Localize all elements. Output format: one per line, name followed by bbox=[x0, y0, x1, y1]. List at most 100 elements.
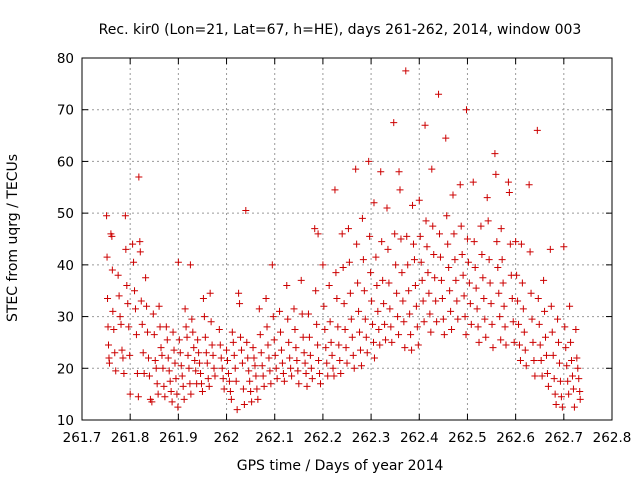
data-point bbox=[355, 307, 363, 315]
data-point bbox=[239, 385, 247, 393]
data-point bbox=[299, 333, 307, 341]
data-point bbox=[211, 372, 219, 380]
data-point bbox=[451, 256, 459, 264]
y-tick-label: 30 bbox=[57, 310, 74, 326]
plot-frame bbox=[81, 57, 613, 421]
data-point bbox=[228, 328, 236, 336]
data-point bbox=[268, 261, 276, 269]
data-point bbox=[504, 178, 512, 186]
data-point bbox=[538, 372, 546, 380]
data-point bbox=[227, 395, 235, 403]
data-point bbox=[187, 390, 195, 398]
data-point bbox=[546, 245, 554, 253]
data-point bbox=[298, 310, 306, 318]
data-point bbox=[121, 212, 129, 220]
data-point bbox=[136, 238, 144, 246]
data-point bbox=[207, 318, 215, 326]
data-point bbox=[493, 238, 501, 246]
data-point bbox=[516, 357, 524, 365]
data-point bbox=[325, 282, 333, 290]
data-point bbox=[103, 253, 111, 261]
data-point bbox=[433, 318, 441, 326]
data-point bbox=[570, 403, 578, 411]
data-point bbox=[469, 178, 477, 186]
x-tick-label: 262.1 bbox=[255, 430, 294, 446]
data-point bbox=[353, 240, 361, 248]
data-point bbox=[199, 294, 207, 302]
data-point bbox=[477, 222, 485, 230]
data-point bbox=[276, 307, 284, 315]
data-point bbox=[337, 369, 345, 377]
data-point bbox=[373, 282, 381, 290]
data-point bbox=[548, 328, 556, 336]
data-point bbox=[459, 271, 467, 279]
data-point bbox=[489, 344, 497, 352]
data-point bbox=[144, 354, 152, 362]
data-point bbox=[457, 222, 465, 230]
data-point bbox=[485, 256, 493, 264]
data-point bbox=[419, 297, 427, 305]
data-point bbox=[182, 323, 190, 331]
data-point bbox=[372, 253, 380, 261]
data-point bbox=[162, 323, 170, 331]
data-point bbox=[492, 170, 500, 178]
data-point bbox=[283, 282, 291, 290]
x-tick-label: 262 bbox=[214, 430, 240, 446]
data-point bbox=[320, 302, 328, 310]
data-point bbox=[497, 225, 505, 233]
data-point bbox=[294, 367, 302, 375]
data-point bbox=[155, 302, 163, 310]
data-point bbox=[205, 382, 213, 390]
data-point bbox=[112, 367, 120, 375]
data-point bbox=[181, 305, 189, 313]
data-point bbox=[386, 305, 394, 313]
x-tick-label: 262.3 bbox=[352, 430, 391, 446]
x-tick-label: 262.7 bbox=[544, 430, 583, 446]
data-point bbox=[474, 323, 482, 331]
data-point bbox=[530, 357, 538, 365]
data-point bbox=[108, 266, 116, 274]
x-axis-title: GPS time / Days of year 2014 bbox=[237, 458, 444, 474]
data-point bbox=[138, 320, 146, 328]
data-point bbox=[393, 289, 401, 297]
data-point bbox=[472, 284, 480, 292]
y-axis-title: STEC from uqrg / TECUs bbox=[5, 154, 21, 322]
data-point bbox=[328, 351, 336, 359]
data-point bbox=[223, 346, 231, 354]
data-point bbox=[163, 336, 171, 344]
data-point bbox=[185, 364, 193, 372]
data-point bbox=[209, 351, 217, 359]
data-point bbox=[508, 294, 516, 302]
data-point bbox=[568, 372, 576, 380]
data-point bbox=[410, 256, 418, 264]
data-point bbox=[122, 245, 130, 253]
data-point bbox=[426, 310, 434, 318]
data-point bbox=[186, 261, 194, 269]
data-point bbox=[358, 214, 366, 222]
data-point bbox=[194, 336, 202, 344]
data-point bbox=[359, 256, 367, 264]
data-point bbox=[557, 393, 565, 401]
data-point bbox=[392, 261, 400, 269]
data-point bbox=[272, 364, 280, 372]
data-point bbox=[245, 367, 253, 375]
data-point bbox=[196, 359, 204, 367]
data-point bbox=[560, 243, 568, 251]
data-point bbox=[415, 196, 423, 204]
data-point bbox=[522, 362, 530, 370]
data-point bbox=[567, 338, 575, 346]
data-point bbox=[450, 230, 458, 238]
data-point bbox=[454, 315, 462, 323]
data-point bbox=[349, 351, 357, 359]
data-point bbox=[345, 258, 353, 266]
data-point bbox=[191, 357, 199, 365]
data-point bbox=[465, 279, 473, 287]
data-point bbox=[533, 126, 541, 134]
grid bbox=[82, 58, 612, 420]
data-point bbox=[482, 333, 490, 341]
data-point bbox=[291, 326, 299, 333]
data-point bbox=[566, 302, 574, 310]
data-point bbox=[148, 398, 156, 406]
data-point bbox=[123, 282, 131, 290]
data-point bbox=[104, 323, 112, 331]
